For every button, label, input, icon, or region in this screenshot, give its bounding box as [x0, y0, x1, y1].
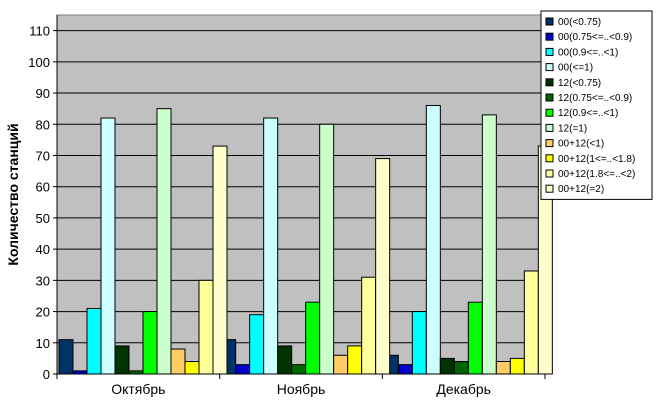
legend-swatch [545, 139, 554, 148]
legend-swatch [545, 108, 554, 117]
legend-label: 00+12(1.8<=..<2) [558, 169, 635, 180]
legend-swatch [545, 47, 554, 56]
legend-label: 00(0.9<=..<1) [558, 47, 618, 58]
y-tick-label: 50 [36, 211, 50, 226]
bar [86, 307, 102, 375]
bar [198, 279, 214, 375]
legend-swatch [545, 32, 554, 41]
bar [235, 364, 251, 375]
bar [263, 117, 279, 375]
y-tick-label: 10 [36, 336, 50, 351]
legend-swatch [545, 169, 554, 178]
bar [375, 158, 391, 375]
plot-area [56, 14, 546, 375]
legend-label: 12(0.9<=..<1) [558, 108, 618, 119]
legend-label: 12(=1) [558, 123, 587, 134]
legend-swatch [545, 78, 554, 87]
bar [100, 117, 116, 375]
bar [453, 361, 469, 375]
y-tick-label: 80 [36, 117, 50, 132]
bar [291, 364, 307, 375]
y-tick-label: 20 [36, 305, 50, 320]
x-category-label: Ноябрь [277, 381, 326, 397]
legend: 00(<0.75) 00(0.75<=..<0.9) 00(0.9<=..<1) 00… [540, 10, 653, 200]
bar [319, 123, 335, 375]
y-axis: 0 10 20 30 40 50 60 70 80 90 100 110 [28, 15, 58, 382]
y-tick-label: 110 [29, 24, 50, 39]
legend-label: 12(0.75<=..<0.9) [558, 93, 632, 104]
y-tick-label: 100 [28, 55, 50, 70]
legend-label: 00+12(1<=..<1.8) [558, 154, 635, 165]
legend-swatch [545, 154, 554, 163]
bar [347, 345, 363, 375]
y-axis-label: Количество станций [5, 123, 21, 265]
bar [481, 114, 497, 375]
bar [170, 348, 186, 375]
legend-label: 00(<=1) [558, 63, 593, 74]
bar [184, 361, 200, 375]
bar [509, 357, 525, 375]
bar [114, 345, 130, 375]
bar [333, 354, 349, 375]
y-tick-label: 60 [36, 180, 50, 195]
bar [425, 105, 441, 375]
legend-box [540, 10, 653, 200]
bar [361, 276, 377, 375]
legend-swatch [545, 93, 554, 102]
bar [212, 145, 228, 375]
bar [142, 311, 158, 375]
legend-swatch [545, 63, 554, 72]
legend-swatch [545, 184, 554, 193]
bar [467, 301, 483, 375]
bar [495, 361, 511, 375]
x-axis: Октябрь Ноябрь Декабрь [56, 373, 546, 397]
bar [523, 270, 539, 375]
legend-swatch [545, 17, 554, 26]
y-tick-label: 40 [36, 242, 50, 257]
x-category-label: Октябрь [111, 381, 165, 397]
y-tick-label: 70 [36, 148, 50, 163]
bar [439, 357, 455, 375]
bar [411, 311, 427, 375]
bar [277, 345, 293, 375]
legend-label: 00+12(=2) [558, 184, 604, 195]
legend-swatch [545, 123, 554, 132]
bar [397, 364, 413, 375]
y-tick-label: 0 [43, 367, 50, 382]
y-tick-label: 90 [36, 86, 50, 101]
bar [249, 314, 265, 375]
legend-label: 00(0.75<=..<0.9) [558, 32, 632, 43]
legend-label: 12(<0.75) [558, 78, 601, 89]
legend-label: 00(<0.75) [558, 17, 601, 28]
legend-label: 00+12(<1) [558, 139, 604, 150]
y-tick-label: 30 [36, 273, 50, 288]
bar [305, 301, 321, 375]
x-category-label: Декабрь [436, 381, 491, 397]
bar [58, 339, 74, 375]
bar [156, 108, 172, 375]
gridlines [57, 30, 545, 344]
